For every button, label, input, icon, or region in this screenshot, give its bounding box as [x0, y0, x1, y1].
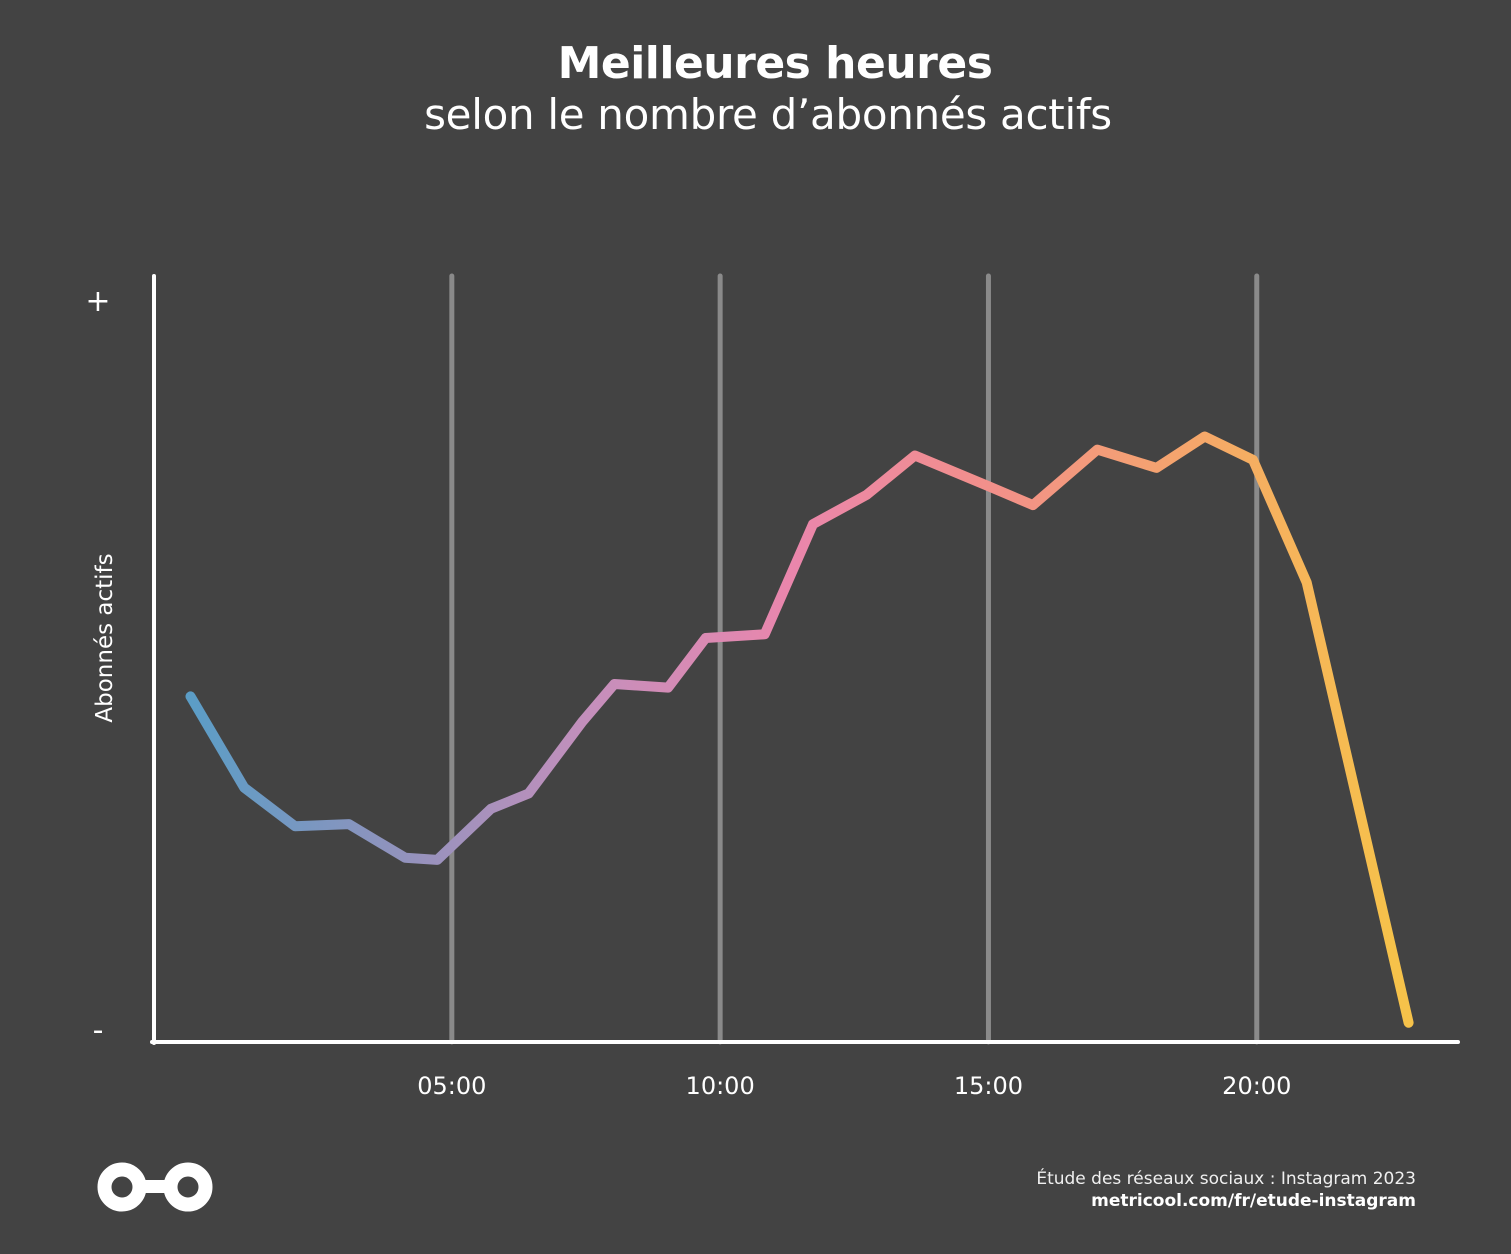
y-axis-max-label: + — [85, 284, 110, 319]
metricool-logo-icon — [97, 1162, 213, 1212]
series-line — [185, 431, 1414, 1028]
chart-title: Meilleures heures — [557, 38, 993, 89]
footer-url-link[interactable]: metricool.com/fr/etude-instagram — [1091, 1191, 1416, 1211]
y-axis-title: Abonnés actifs — [92, 553, 118, 722]
footer-study-text: Étude des réseaux sociaux : Instagram 20… — [1036, 1169, 1416, 1189]
gridlines — [449, 273, 1260, 1045]
x-tick-label: 20:00 — [1222, 1072, 1291, 1100]
x-tick-labels: 05:00 10:00 15:00 20:00 — [417, 1072, 1291, 1100]
chart-subtitle: selon le nombre d’abonnés actifs — [424, 90, 1112, 139]
x-tick-label: 15:00 — [954, 1072, 1023, 1100]
y-axis-min-label: - — [93, 1013, 104, 1048]
x-tick-label: 10:00 — [686, 1072, 755, 1100]
x-tick-label: 05:00 — [417, 1072, 486, 1100]
